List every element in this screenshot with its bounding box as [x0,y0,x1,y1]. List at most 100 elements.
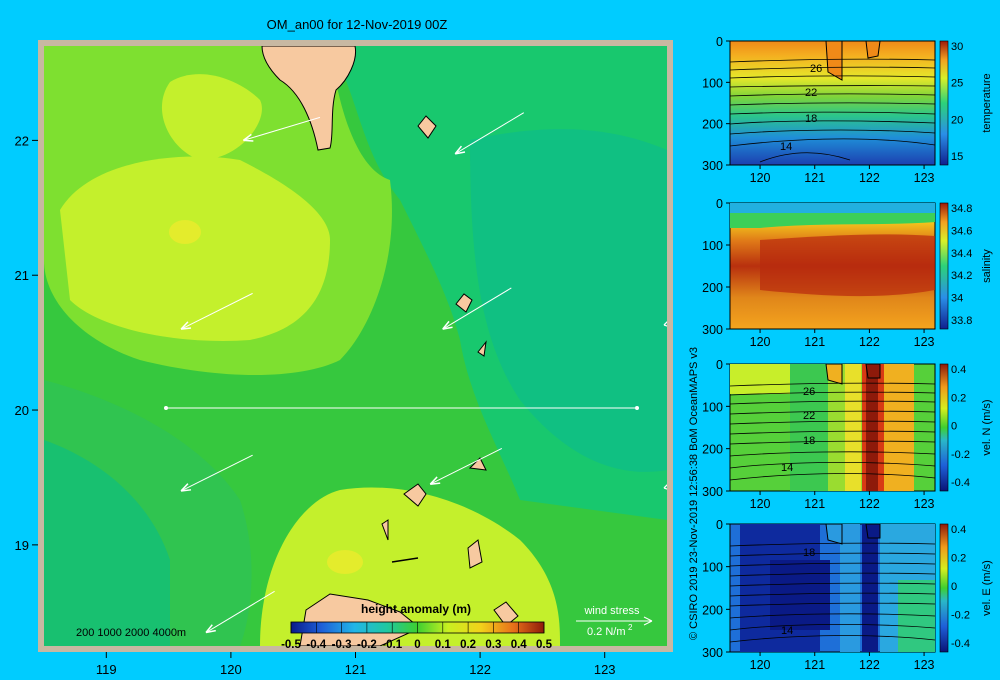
contour-label: 26 [810,63,822,75]
vel-n-colorbar [939,363,949,492]
side-colorbar-tick-label: 0.4 [951,524,966,536]
side-y-tick-label: 300 [702,485,723,499]
side-y-tick-label: 100 [702,239,723,253]
side-colorbar-tick-label: 30 [951,41,963,53]
wind-vector [180,292,253,330]
map-y-axis: 22 21 20 19 [15,133,38,553]
colorbar-tick-label: 0.3 [485,639,501,651]
contour-label: 18 [803,547,815,559]
side-axes: 120 121 122 123 0 100 200 300 30 25 20 15 temperatur… [702,35,993,672]
colorbar-tick-label: -0.5 [281,639,301,651]
side-y-tick-label: 0 [716,358,723,372]
side-colorbar-tick-label: -0.2 [951,449,970,461]
bathymetry-legend: 200 1000 2000 4000m [76,627,186,639]
side-colorbar-tick-label: 34.8 [951,203,972,215]
vel-e-panel: 18 14 [729,523,949,653]
height-anomaly-field [44,46,667,646]
wind-arrows [180,112,667,634]
side-y-tick-label: 200 [702,603,723,617]
wind-vector [454,112,525,155]
contour-label: 14 [781,625,793,637]
colorbar-tick-label: 0.2 [460,639,476,651]
side-y-tick-label: 300 [702,323,723,337]
side-y-tick-label: 0 [716,518,723,532]
side-colorbar-label: salinity [981,249,993,283]
y-tick-label: 21 [15,268,29,283]
contour-label: 18 [803,435,815,447]
side-colorbar-tick-label: -0.4 [951,638,970,650]
wind-stress-exponent: 2 [628,623,633,632]
map-title: OM_an00 for 12-Nov-2019 00Z [267,17,448,32]
side-y-tick-label: 300 [702,159,723,173]
side-y-tick-label: 100 [702,400,723,414]
side-y-tick-label: 0 [716,35,723,49]
x-tick-label: 122 [469,662,491,677]
x-tick-label: 123 [594,662,616,677]
wind-stress-label: wind stress [583,605,640,617]
colorbar-title: height anomaly (m) [361,602,471,616]
contour-label: 14 [781,462,793,474]
side-x-tick-label: 123 [914,497,935,511]
side-colorbar-label: temperature [981,73,993,132]
side-y-tick-label: 200 [702,443,723,457]
map-x-axis: 119 120 121 122 123 [96,652,616,677]
side-x-tick-label: 121 [804,658,825,672]
side-colorbar-label: vel. E (m/s) [981,560,993,616]
colorbar-tick-label: -0.2 [357,639,377,651]
wind-vector-edge [663,321,667,327]
side-x-tick-label: 122 [859,658,880,672]
vel-n-panel: 26 22 18 14 [729,363,949,492]
wind-vector [205,590,275,634]
main-map: OM_an00 for 12-Nov-2019 00Z [15,17,673,677]
y-tick-label: 22 [15,133,29,148]
wind-vector [242,116,321,142]
side-colorbar-tick-label: 20 [951,114,963,126]
side-x-tick-label: 121 [804,335,825,349]
side-colorbar-tick-label: 34.2 [951,270,972,282]
side-y-tick-label: 200 [702,118,723,132]
side-x-tick-label: 122 [859,497,880,511]
colorbar-tick-label: -0.4 [306,639,326,651]
side-colorbar-tick-label: 0.2 [951,392,966,404]
colorbar-tick-label: 0 [414,639,420,651]
side-colorbar-tick-label: 0.2 [951,553,966,565]
side-x-tick-label: 121 [804,171,825,185]
x-tick-label: 121 [345,662,367,677]
vel-e-colorbar [939,523,949,653]
side-x-tick-label: 123 [914,335,935,349]
wind-vector-edge [663,484,667,490]
side-colorbar-tick-label: 34.4 [951,248,972,260]
salinity-panel [729,202,949,330]
side-x-tick-label: 120 [750,497,771,511]
contour-label: 18 [805,113,817,125]
credit-text: © CSIRO 2019 23-Nov-2019 12:56:38 BoM Oc… [688,347,700,640]
side-colorbar-tick-label: -0.2 [951,610,970,622]
side-y-tick-label: 0 [716,197,723,211]
colorbar-ticks: -0.5 -0.4 -0.3 -0.2 -0.1 0 0.1 0.2 0.3 0.4 0.5 [281,622,553,651]
side-colorbar-tick-label: 15 [951,151,963,163]
side-x-tick-label: 121 [804,497,825,511]
side-x-tick-label: 123 [914,171,935,185]
side-colorbar-tick-label: 33.8 [951,315,972,327]
side-y-tick-label: 100 [702,561,723,575]
colorbar-tick-label: 0.5 [536,639,553,651]
side-x-tick-label: 120 [750,658,771,672]
y-tick-label: 20 [15,403,29,418]
colorbar-tick-label: -0.1 [382,639,402,651]
wind-stress-scale: 0.2 N/m [587,626,626,638]
side-x-tick-label: 120 [750,171,771,185]
contour-label: 26 [803,386,815,398]
side-colorbar-tick-label: -0.4 [951,477,970,489]
colorbar-tick-label: -0.3 [332,639,352,651]
side-colorbar-tick-label: 0.4 [951,364,966,376]
contour-label: 14 [780,141,792,153]
wind-vector [180,454,253,492]
side-colorbar-tick-label: 34 [951,293,963,305]
side-panels: 26 22 18 14 [702,35,993,672]
salinity-colorbar [939,202,949,330]
side-colorbar-tick-label: 0 [951,421,957,433]
wind-vector [429,447,503,485]
contour-label: 22 [805,87,817,99]
side-y-tick-label: 200 [702,281,723,295]
